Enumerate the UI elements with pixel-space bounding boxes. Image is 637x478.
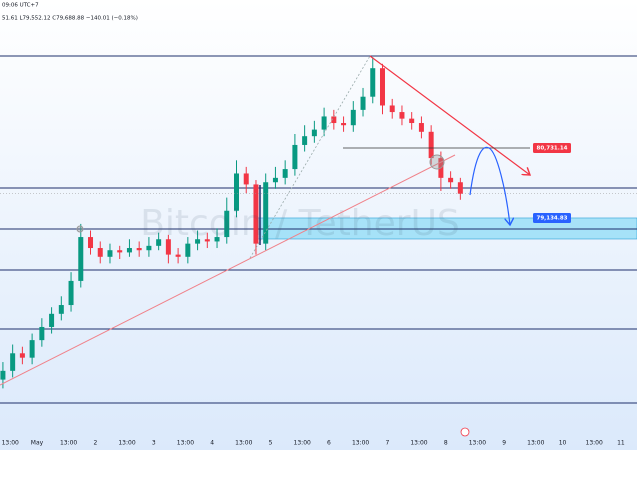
candle-body [292,144,298,170]
candle-body [311,129,317,137]
x-tick-label: 3 [152,440,156,447]
candle-body [302,136,308,145]
candle-body [39,326,45,341]
candle-body [204,239,210,242]
candle-body [0,370,6,380]
candle-body [175,254,181,257]
candle-body [360,96,366,110]
candle-body [448,177,454,183]
candle-body [282,169,288,178]
header-ohlc: 51.61 L79,552.12 C79,688.88 −140.01 (−0.… [2,16,138,22]
x-tick-label: 5 [269,440,273,447]
candle-body [136,248,142,251]
marker-circle [76,225,84,233]
rising-trendline [0,154,456,386]
x-tick-label: 13:00 [294,440,311,447]
x-tick-label: 13:00 [586,440,603,447]
price-label: 79,134.83 [537,215,568,221]
candle-body [185,243,191,257]
candle-body [331,116,337,124]
marker-circle [429,154,445,170]
candle-body [146,245,152,251]
candle-body [321,116,327,130]
dotted-trend [249,55,371,259]
candle-body [68,280,74,306]
axis-area [0,450,637,478]
candle-body [399,112,405,119]
x-tick-label: 6 [327,440,331,447]
watermark: Bitcoin / TetherUS [140,203,460,244]
x-tick-label: 13:00 [2,440,19,447]
candle-body [19,353,25,358]
candle-body [29,340,35,358]
x-tick-label: 13:00 [469,440,486,447]
candle-body [58,305,64,314]
candle-body [263,182,269,244]
price-label: 80,731.14 [537,145,568,151]
candle-body [88,237,94,249]
candle-body [97,248,103,257]
price-label-box [533,142,571,153]
x-tick-label: 13:00 [118,440,135,447]
candle-body [418,123,424,132]
candle-body [195,239,201,244]
candle-body [214,237,220,242]
candle-body [253,184,259,244]
x-tick-label: 4 [210,440,214,447]
candle-body [243,173,249,185]
candle-body [126,248,132,253]
candle-body [272,177,278,183]
candle-body [457,182,463,194]
falling-trendline [369,55,530,175]
candle-body [10,353,16,371]
event-icon [460,427,470,437]
projection-path [469,146,510,225]
price-label-box [533,212,571,223]
x-tick-label: 13:00 [177,440,194,447]
candle-body [234,173,240,211]
candle-body [224,210,230,238]
candle-body [117,250,123,253]
candle-body [428,131,434,159]
x-tick-label: 13:00 [235,440,252,447]
x-tick-label: 10 [559,440,567,447]
x-tick-label: 7 [385,440,389,447]
x-tick-label: 13:00 [60,440,77,447]
candle-body [49,313,55,327]
candle-body [78,237,84,281]
x-tick-label: 13:00 [527,440,544,447]
candle-body [379,68,385,106]
x-tick-label: 8 [444,440,448,447]
candle-body [165,239,171,255]
x-tick-label: 13:00 [410,440,427,447]
x-tick-label: 13:00 [352,440,369,447]
candle-body [341,123,347,126]
candle-body [350,109,356,126]
candle-body [156,239,162,246]
x-tick-label: 2 [93,440,97,447]
header-time: 09:06 UTC+7 [2,3,39,9]
candle-body [389,105,395,113]
x-tick-label: 9 [502,440,506,447]
candle-body [107,250,113,257]
candle-body [370,68,376,97]
x-tick-label: 11 [617,440,625,447]
candle-body [409,118,415,124]
x-tick-label: May [31,440,44,447]
